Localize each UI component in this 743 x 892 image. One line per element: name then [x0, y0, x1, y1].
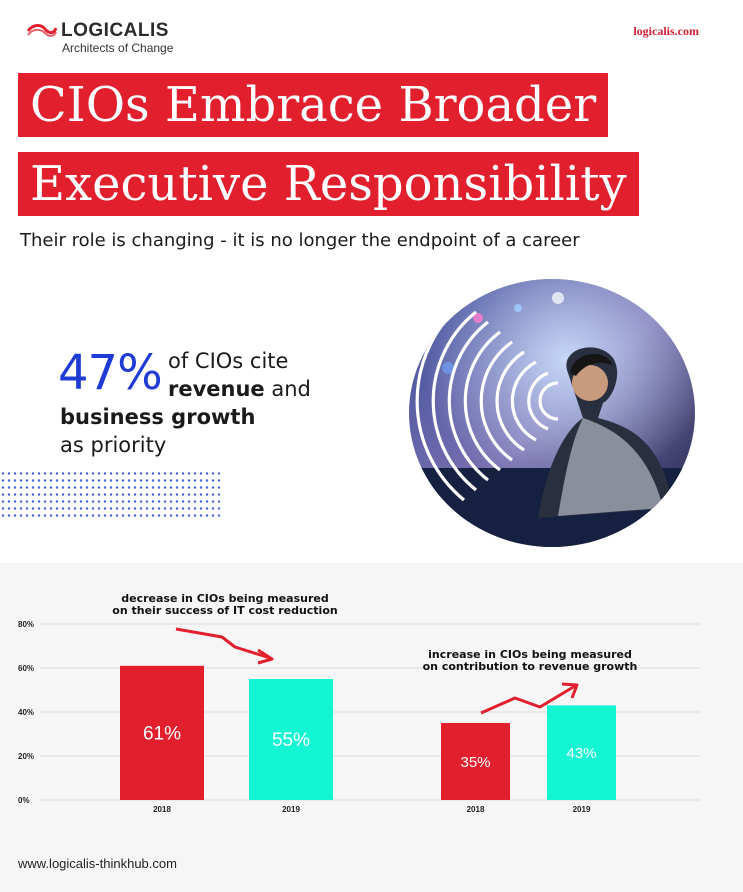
brand-tagline: Architects of Change: [62, 41, 174, 55]
stat-line-2-bold: revenue: [168, 377, 265, 401]
stat-line-2: revenue and: [168, 377, 311, 401]
bar-2019: [249, 679, 333, 800]
stat-line-3: business growth: [60, 405, 256, 429]
y-tick-label: 40%: [18, 708, 34, 717]
x-tick-label: 2018: [467, 805, 485, 814]
title-line-1: CIOs Embrace Broader: [18, 73, 609, 137]
bar-charts: 0% 20% 40% 60% 80% 61% 2018 55% 2019 decrease in …: [18, 592, 700, 814]
chart-title: decrease in CIOs being measured: [121, 592, 328, 605]
y-tick-label: 80%: [18, 620, 34, 629]
chart-title: on contribution to revenue growth: [423, 660, 638, 673]
x-tick-label: 2018: [153, 805, 171, 814]
bar-2018: [441, 723, 510, 800]
bar-value-label: 35%: [460, 754, 490, 771]
x-tick-label: 2019: [573, 805, 591, 814]
bar-value-label: 55%: [272, 730, 310, 751]
y-tick-label: 20%: [18, 752, 34, 761]
dot-pattern: [0, 470, 220, 520]
trend-down-arrow: [175, 627, 271, 660]
bar-value-label: 43%: [566, 745, 596, 762]
stat-line-2-rest: and: [264, 377, 311, 401]
stat-line-1: of CIOs cite: [168, 349, 289, 373]
hero-photo: [409, 279, 695, 547]
bar-2019: [547, 705, 616, 800]
brand-name: LOGICALIS: [61, 20, 169, 41]
footer-url[interactable]: www.logicalis-thinkhub.com: [18, 856, 177, 871]
stat-number: 47%: [58, 345, 163, 401]
y-tick-label: 60%: [18, 664, 34, 673]
trend-up-arrow: [480, 684, 576, 715]
trend-down-arrowhead: [257, 648, 274, 665]
chart-title: on their success of IT cost reduction: [112, 604, 337, 617]
site-link[interactable]: logicalis.com: [633, 24, 699, 38]
chart-title: increase in CIOs being measured: [428, 648, 632, 661]
logo: LOGICALIS Architects of Change: [27, 20, 197, 56]
logo-swoosh-icon: [27, 24, 57, 37]
bar-2018: [120, 665, 204, 800]
bar-value-label: 61%: [143, 724, 181, 745]
title-line-2: Executive Responsibility: [18, 152, 639, 216]
y-tick-label: 0%: [18, 796, 30, 805]
stat-line-4: as priority: [60, 433, 167, 457]
subtitle: Their role is changing - it is no longer…: [20, 230, 580, 251]
x-tick-label: 2019: [282, 805, 300, 814]
trend-up-arrowhead: [561, 682, 579, 699]
